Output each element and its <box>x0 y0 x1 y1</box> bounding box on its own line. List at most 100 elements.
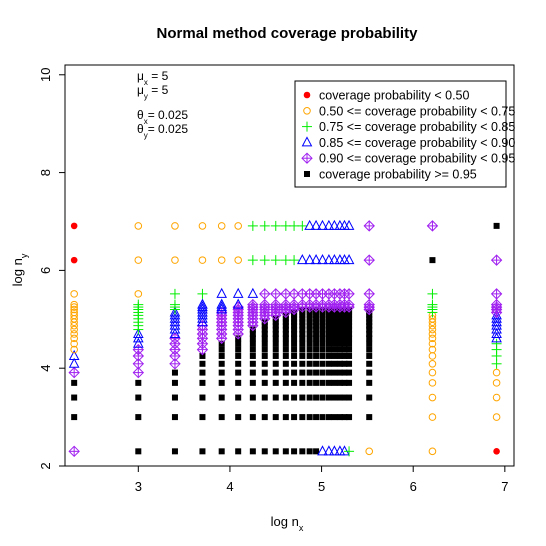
point-mark <box>366 340 373 347</box>
data-point <box>428 413 437 421</box>
data-point <box>492 379 501 387</box>
point-mark <box>331 315 338 322</box>
point-mark <box>291 369 298 376</box>
data-point <box>132 327 144 338</box>
point-mark <box>299 319 306 326</box>
point-mark <box>291 360 298 367</box>
data-point <box>331 340 338 347</box>
data-point <box>282 360 289 367</box>
data-point <box>346 360 353 367</box>
data-point <box>493 448 500 455</box>
point-mark <box>428 359 437 368</box>
point-mark <box>70 334 78 343</box>
point-mark <box>341 379 348 386</box>
point-mark <box>282 319 289 326</box>
point-mark <box>313 330 320 337</box>
point-mark <box>313 346 320 353</box>
point-mark <box>492 379 501 387</box>
point-mark <box>71 379 78 386</box>
data-point <box>319 330 326 337</box>
data-point <box>319 335 326 342</box>
data-point <box>344 446 355 457</box>
point-mark <box>428 393 437 402</box>
annotation-line: θx= 0.025 <box>137 108 188 126</box>
data-point <box>296 254 308 265</box>
data-point <box>319 394 326 401</box>
x-axis-label: log nx <box>271 514 304 533</box>
point-mark <box>282 315 289 322</box>
data-point <box>169 288 180 299</box>
data-point <box>325 315 332 322</box>
data-point <box>199 352 206 359</box>
point-mark <box>306 394 313 401</box>
data-point <box>304 219 315 230</box>
data-point <box>261 330 268 337</box>
point-mark <box>341 346 348 353</box>
data-point <box>363 254 375 266</box>
point-mark <box>134 256 143 264</box>
data-point <box>366 335 373 342</box>
point-mark <box>346 335 353 342</box>
point-mark <box>197 306 208 317</box>
data-point <box>331 414 338 421</box>
point-mark <box>319 326 326 333</box>
data-point <box>259 298 271 311</box>
point-mark <box>218 448 225 455</box>
point-mark <box>303 107 311 115</box>
point-mark <box>282 335 289 342</box>
data-point <box>218 379 225 386</box>
data-point <box>272 346 279 353</box>
point-mark <box>70 256 78 264</box>
data-point <box>247 298 259 311</box>
data-point <box>346 414 353 421</box>
data-point <box>428 359 437 368</box>
point-mark <box>331 379 338 386</box>
point-mark <box>346 340 353 347</box>
point-mark <box>366 394 373 401</box>
x-tick-label: 3 <box>135 479 142 494</box>
data-point <box>331 322 338 329</box>
data-point <box>282 340 289 347</box>
point-mark <box>70 311 78 320</box>
data-point <box>247 220 258 231</box>
data-point <box>313 315 320 322</box>
data-point <box>346 379 353 386</box>
data-point <box>247 255 258 266</box>
point-mark <box>171 222 179 230</box>
point-mark <box>341 319 348 326</box>
data-point <box>319 315 326 322</box>
data-point <box>171 394 178 401</box>
point-mark <box>346 369 353 376</box>
point-mark <box>198 222 207 230</box>
data-point <box>323 445 335 456</box>
data-point <box>232 298 244 309</box>
data-point <box>336 340 343 347</box>
point-mark <box>428 447 437 456</box>
data-point <box>319 326 326 333</box>
data-point <box>261 322 268 329</box>
data-point <box>261 414 268 421</box>
data-point <box>249 414 256 421</box>
data-point <box>363 220 375 232</box>
point-mark <box>70 339 78 348</box>
point-mark <box>249 340 256 347</box>
data-point <box>329 219 340 230</box>
point-mark <box>272 330 279 337</box>
point-mark <box>171 414 178 421</box>
point-mark <box>319 319 326 326</box>
point-mark <box>428 368 437 377</box>
data-point <box>197 298 208 309</box>
data-point <box>70 303 78 311</box>
data-point <box>492 413 501 421</box>
data-point <box>346 346 353 353</box>
data-point <box>272 322 279 329</box>
legend: coverage probability < 0.500.50 <= cover… <box>294 80 515 188</box>
data-point <box>282 315 289 322</box>
data-point <box>428 368 437 377</box>
data-point <box>329 445 340 456</box>
data-point <box>343 254 355 265</box>
data-point <box>216 300 228 312</box>
point-mark <box>331 319 338 326</box>
point-mark <box>331 369 338 376</box>
data-point <box>299 414 306 421</box>
